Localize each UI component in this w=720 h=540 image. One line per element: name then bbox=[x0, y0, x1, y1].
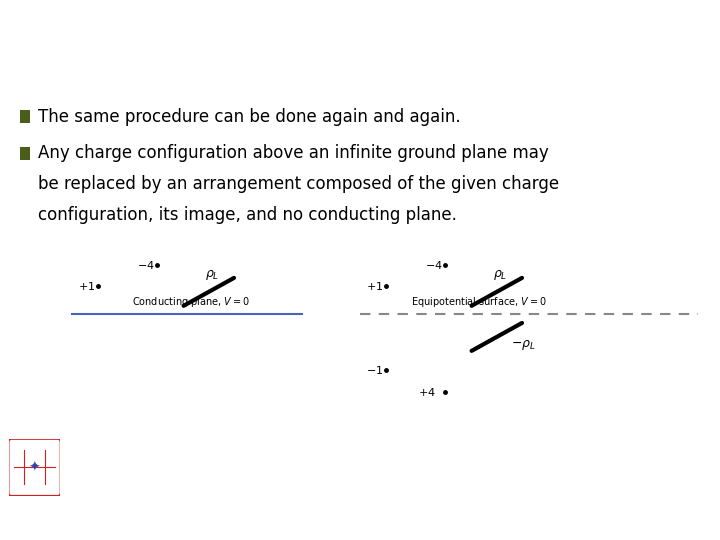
Text: $-\rho_L$: $-\rho_L$ bbox=[511, 338, 536, 352]
Text: The Method of Images: The Method of Images bbox=[353, 35, 702, 63]
Text: $-1$: $-1$ bbox=[366, 364, 384, 376]
Text: The same procedure can be done again and again.: The same procedure can be done again and… bbox=[37, 108, 460, 126]
Bar bbox=[20, 147, 30, 160]
Text: Equipotential surface, $V=0$: Equipotential surface, $V=0$ bbox=[411, 295, 546, 309]
Text: $\rho_L$: $\rho_L$ bbox=[493, 268, 508, 282]
Text: $+1$: $+1$ bbox=[78, 280, 96, 293]
Text: Conducting plane, $V=0$: Conducting plane, $V=0$ bbox=[132, 295, 250, 309]
Text: President University: President University bbox=[60, 514, 185, 527]
Text: $+4$: $+4$ bbox=[418, 386, 436, 397]
Text: Chapter 5    Current and Conductors: Chapter 5 Current and Conductors bbox=[265, 8, 455, 18]
Bar bbox=[20, 111, 30, 123]
Text: EEM 7/19: EEM 7/19 bbox=[575, 514, 634, 527]
Text: be replaced by an arrangement composed of the given charge: be replaced by an arrangement composed o… bbox=[37, 176, 559, 193]
Text: $-4$: $-4$ bbox=[137, 259, 155, 271]
Text: configuration, its image, and no conducting plane.: configuration, its image, and no conduct… bbox=[37, 206, 456, 224]
FancyBboxPatch shape bbox=[9, 439, 60, 496]
Text: Any charge configuration above an infinite ground plane may: Any charge configuration above an infini… bbox=[37, 144, 549, 163]
Text: $-4$: $-4$ bbox=[425, 259, 443, 271]
Text: Erwin Sitompul: Erwin Sitompul bbox=[313, 514, 407, 527]
Text: ✦: ✦ bbox=[29, 461, 40, 474]
Text: $+1$: $+1$ bbox=[366, 280, 384, 293]
Text: $\rho_L$: $\rho_L$ bbox=[205, 268, 220, 282]
